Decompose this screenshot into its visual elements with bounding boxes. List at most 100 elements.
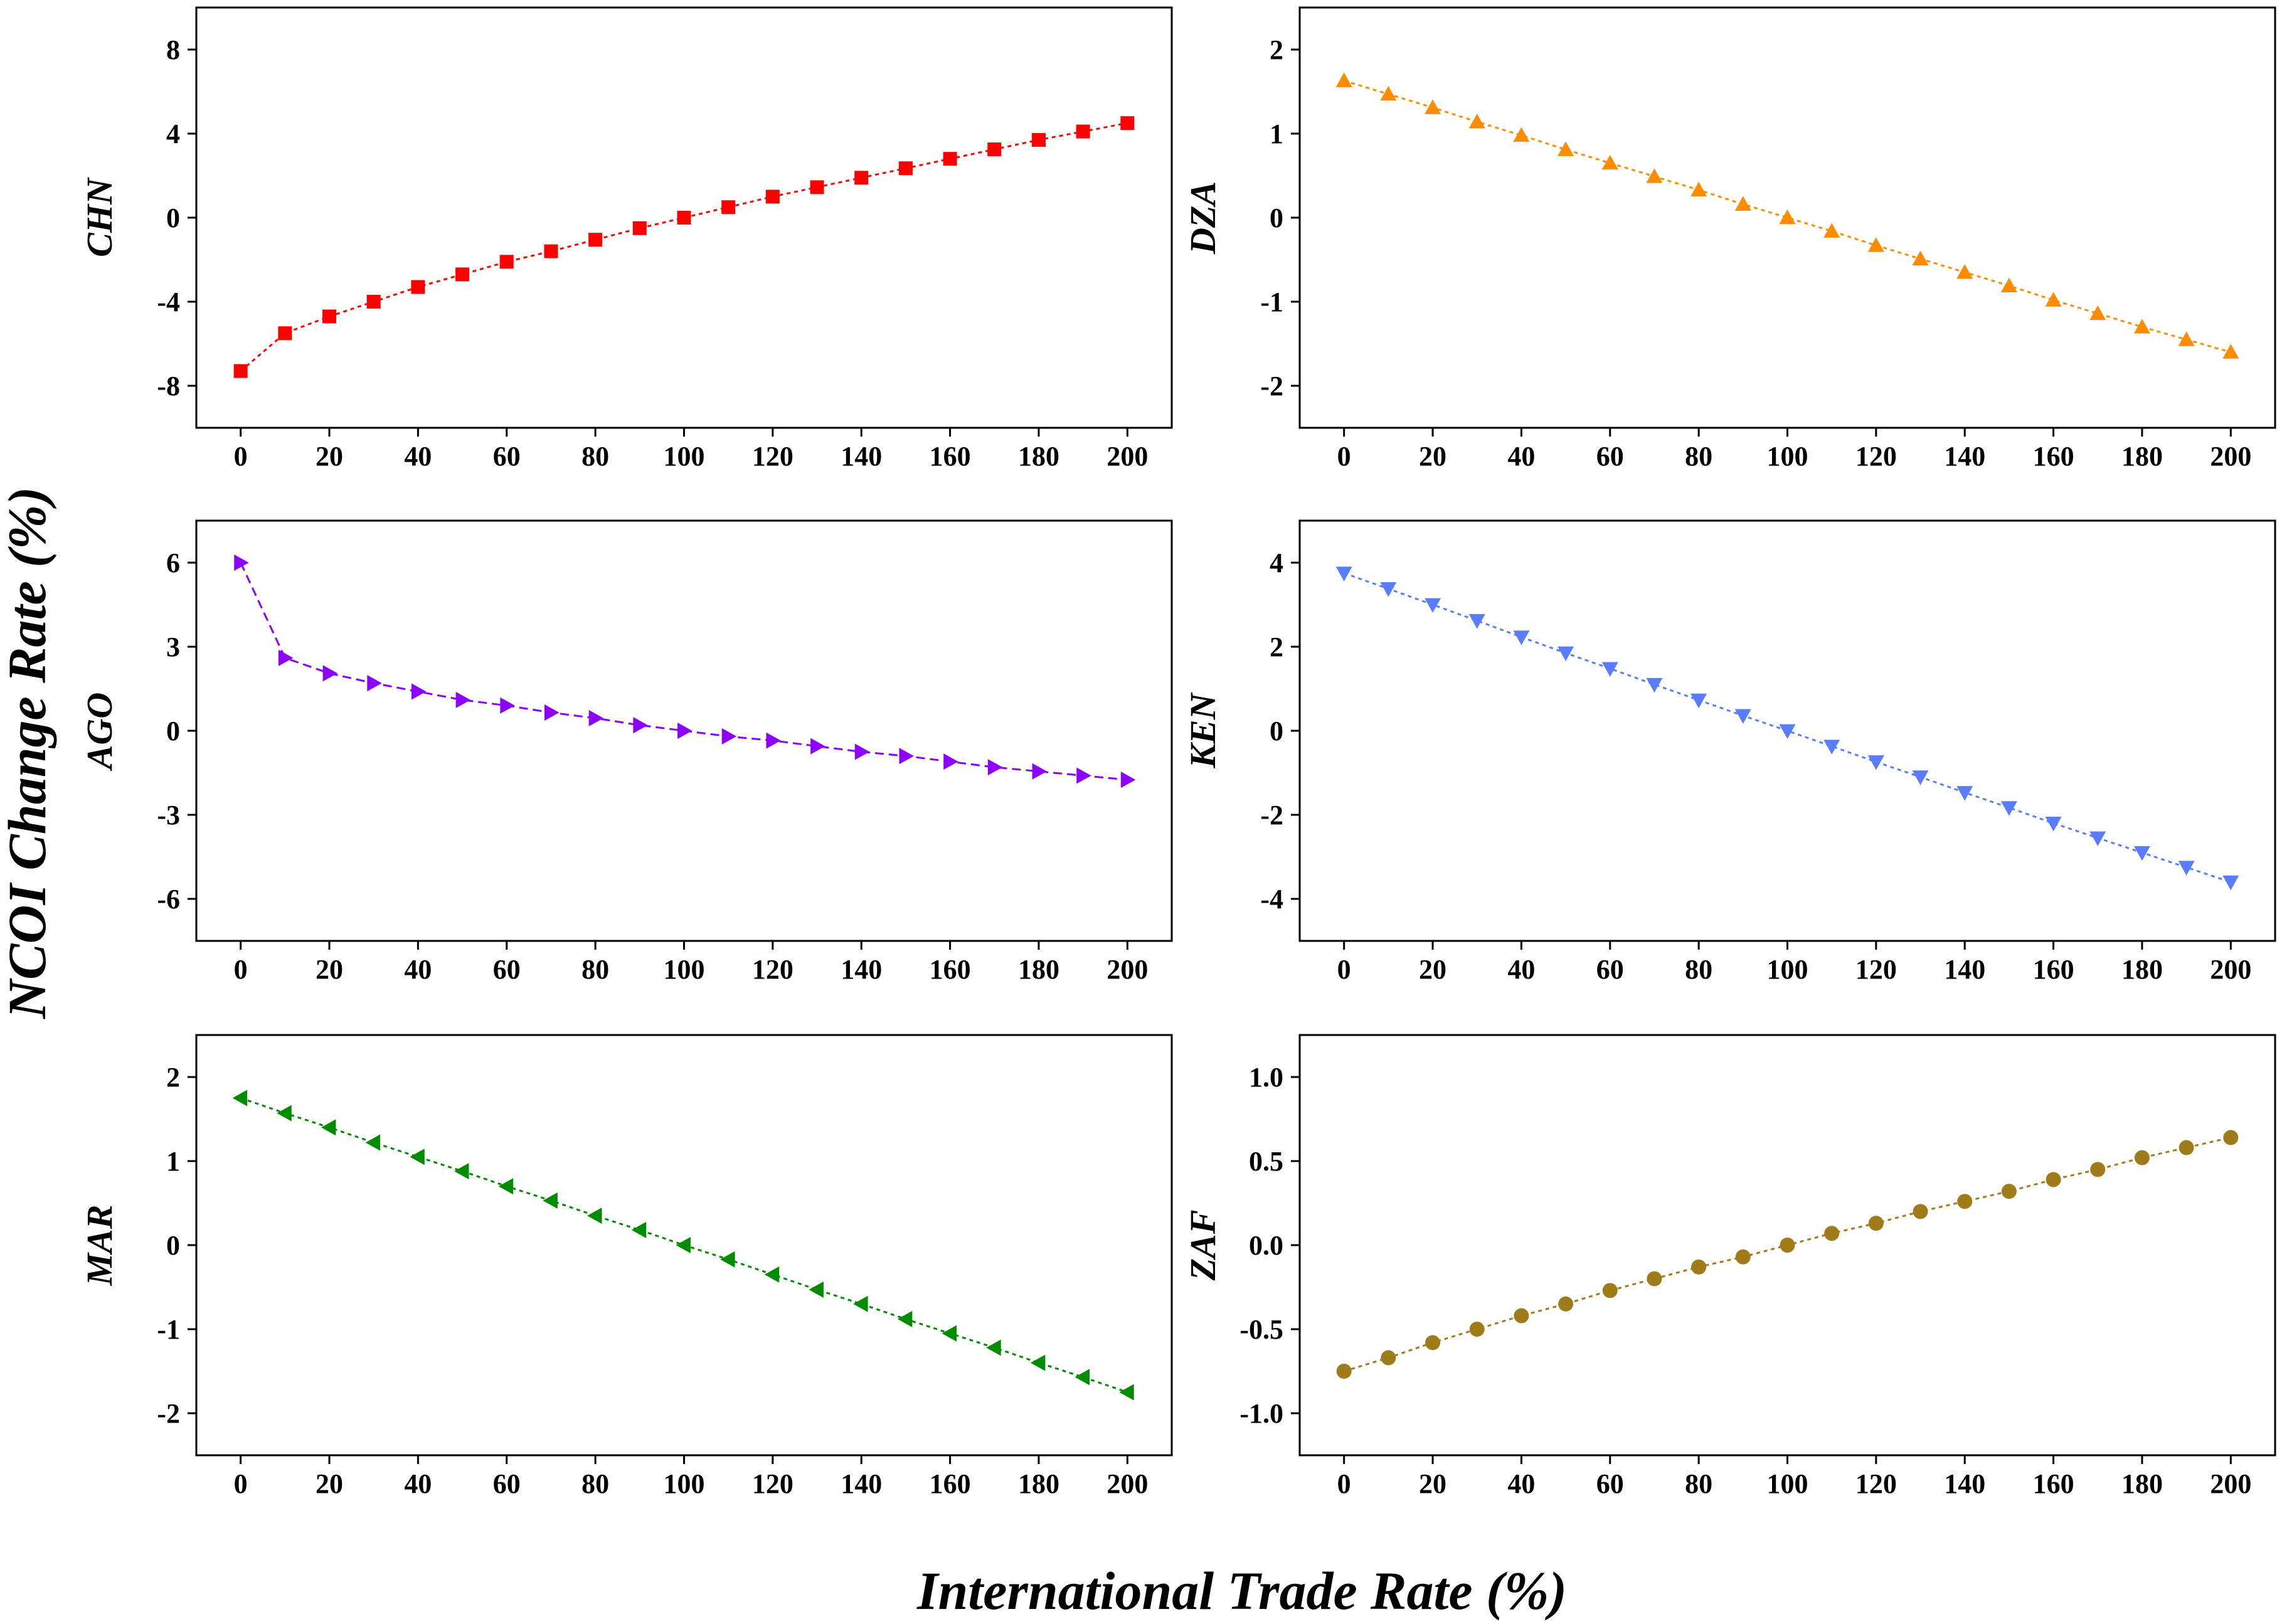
x-tick-label-mar: 80 <box>581 1468 609 1499</box>
data-point-mar <box>365 1134 381 1151</box>
y-axis-label-chn: CHN <box>79 177 120 257</box>
data-point-ago <box>633 717 648 734</box>
data-point-ken <box>1513 630 1530 645</box>
x-tick-label-ago: 40 <box>404 954 432 985</box>
y-tick-label-ago: 6 <box>166 548 180 578</box>
data-point-mar <box>410 1149 425 1165</box>
x-tick-label-mar: 180 <box>1018 1468 1059 1499</box>
y-tick-label-ago: -3 <box>157 800 180 831</box>
x-tick-label-dza: 20 <box>1419 441 1446 472</box>
x-tick-label-chn: 100 <box>664 441 705 472</box>
data-point-zaf <box>2223 1130 2239 1145</box>
data-point-ago <box>766 732 781 749</box>
x-tick-label-dza: 80 <box>1685 441 1712 472</box>
data-point-ken <box>2045 817 2062 832</box>
x-tick-label-dza: 140 <box>1944 441 1985 472</box>
data-point-chn <box>544 244 558 258</box>
data-point-ago <box>1032 763 1047 780</box>
x-tick-label-ken: 20 <box>1419 954 1446 985</box>
data-point-zaf <box>1336 1364 1352 1379</box>
x-tick-label-mar: 60 <box>493 1468 521 1499</box>
y-tick-label-zaf: -0.5 <box>1239 1314 1283 1345</box>
data-point-ken <box>1867 755 1884 770</box>
data-point-chn <box>278 326 292 341</box>
data-point-ago <box>500 697 515 714</box>
data-point-mar <box>897 1310 913 1327</box>
x-tick-label-dza: 0 <box>1337 441 1351 472</box>
y-tick-label-ago: -6 <box>157 884 180 915</box>
x-tick-label-ken: 100 <box>1767 954 1808 985</box>
data-point-dza <box>1867 237 1884 252</box>
x-tick-label-ken: 60 <box>1596 954 1624 985</box>
data-point-mar <box>277 1105 292 1122</box>
y-axis-label-ken: KEN <box>1182 692 1223 768</box>
data-point-ken <box>1823 740 1840 755</box>
x-tick-label-dza: 200 <box>2210 441 2251 472</box>
data-point-ago <box>899 748 914 765</box>
data-point-ago <box>367 675 382 692</box>
data-point-chn <box>632 221 647 235</box>
x-tick-label-zaf: 140 <box>1944 1468 1985 1499</box>
data-point-dza <box>2133 319 2150 334</box>
data-point-ago <box>588 709 604 726</box>
data-point-zaf <box>2046 1172 2061 1187</box>
x-tick-label-chn: 180 <box>1018 441 1059 472</box>
y-tick-label-dza: 1 <box>1270 119 1283 149</box>
x-tick-label-chn: 60 <box>493 441 521 472</box>
y-tick-label-zaf: -1.0 <box>1239 1398 1283 1429</box>
y-tick-label-ken: -2 <box>1260 800 1283 831</box>
data-point-ken <box>1734 709 1751 724</box>
x-tick-label-mar: 200 <box>1107 1468 1148 1499</box>
y-tick-label-chn: -4 <box>157 287 180 317</box>
data-point-dza <box>1956 264 1973 279</box>
data-point-ago <box>677 723 693 739</box>
data-point-zaf <box>1957 1194 1973 1209</box>
x-tick-label-zaf: 0 <box>1337 1468 1351 1499</box>
data-point-dza <box>2222 344 2239 359</box>
x-tick-label-mar: 20 <box>316 1468 343 1499</box>
data-point-ken <box>1335 566 1352 581</box>
x-tick-label-mar: 40 <box>404 1468 432 1499</box>
data-point-chn <box>1076 124 1090 139</box>
x-tick-label-mar: 0 <box>234 1468 248 1499</box>
x-tick-label-chn: 140 <box>841 441 882 472</box>
panel-zaf: 0 20 40 60 80 100 120 140 160 180 200 -1.0 -0.5 0.0 0.… <box>1182 1034 2276 1499</box>
data-point-chn <box>677 211 691 225</box>
x-tick-label-chn: 80 <box>581 441 609 472</box>
data-point-ago <box>721 728 737 745</box>
data-point-chn <box>499 255 514 269</box>
data-point-zaf <box>1647 1271 1662 1287</box>
data-point-zaf <box>2001 1184 2017 1199</box>
x-tick-label-chn: 160 <box>930 441 971 472</box>
x-tick-label-chn: 40 <box>404 441 432 472</box>
panel-ago: 0 20 40 60 80 100 120 140 160 180 200 -6 -3 0 3 6 AGO <box>79 519 1173 985</box>
data-point-zaf <box>1602 1283 1618 1298</box>
y-axis-label-dza: DZA <box>1182 181 1223 255</box>
x-tick-label-ago: 120 <box>752 954 793 985</box>
x-tick-label-ken: 180 <box>2121 954 2163 985</box>
figure-y-axis-label: NCOI Change Rate (%) <box>0 487 57 1019</box>
data-point-mar <box>543 1192 558 1209</box>
data-point-mar <box>232 1090 248 1107</box>
data-point-dza <box>1380 86 1397 101</box>
y-tick-label-zaf: 0.5 <box>1249 1146 1283 1177</box>
x-tick-label-mar: 140 <box>841 1468 882 1499</box>
x-tick-label-dza: 120 <box>1855 441 1897 472</box>
x-tick-label-ken: 200 <box>2210 954 2251 985</box>
y-tick-label-zaf: 0.0 <box>1249 1230 1283 1261</box>
y-tick-label-ken: 0 <box>1270 716 1283 746</box>
x-tick-label-mar: 160 <box>930 1468 971 1499</box>
data-point-ken <box>1425 598 1441 613</box>
y-tick-label-dza: -2 <box>1260 371 1283 401</box>
data-point-zaf <box>1868 1216 1884 1231</box>
data-point-dza <box>1335 72 1352 87</box>
data-point-dza <box>1601 154 1618 170</box>
data-point-dza <box>1734 196 1751 211</box>
data-point-dza <box>2089 305 2106 321</box>
data-point-mar <box>853 1295 868 1312</box>
data-point-chn <box>588 233 603 247</box>
x-tick-label-zaf: 80 <box>1685 1468 1712 1499</box>
y-tick-label-mar: 0 <box>166 1230 180 1261</box>
y-tick-label-mar: -2 <box>157 1398 180 1429</box>
